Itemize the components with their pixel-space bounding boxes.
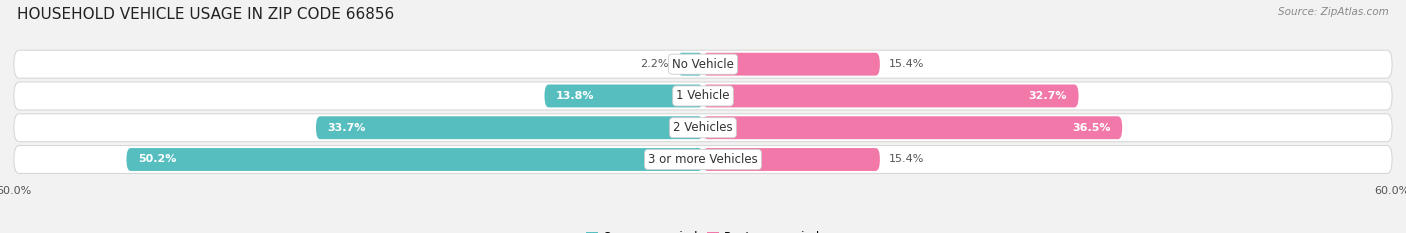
- FancyBboxPatch shape: [703, 148, 880, 171]
- FancyBboxPatch shape: [14, 82, 1392, 110]
- FancyBboxPatch shape: [544, 85, 703, 107]
- Text: 1 Vehicle: 1 Vehicle: [676, 89, 730, 103]
- Text: 13.8%: 13.8%: [555, 91, 595, 101]
- FancyBboxPatch shape: [678, 53, 703, 76]
- Text: HOUSEHOLD VEHICLE USAGE IN ZIP CODE 66856: HOUSEHOLD VEHICLE USAGE IN ZIP CODE 6685…: [17, 7, 394, 22]
- Text: Source: ZipAtlas.com: Source: ZipAtlas.com: [1278, 7, 1389, 17]
- FancyBboxPatch shape: [14, 50, 1392, 78]
- Text: 2.2%: 2.2%: [640, 59, 668, 69]
- FancyBboxPatch shape: [14, 146, 1392, 174]
- Text: 50.2%: 50.2%: [138, 154, 176, 164]
- FancyBboxPatch shape: [14, 114, 1392, 142]
- FancyBboxPatch shape: [703, 85, 1078, 107]
- FancyBboxPatch shape: [127, 148, 703, 171]
- Text: 15.4%: 15.4%: [889, 154, 924, 164]
- FancyBboxPatch shape: [316, 116, 703, 139]
- FancyBboxPatch shape: [703, 53, 880, 76]
- Text: 33.7%: 33.7%: [328, 123, 366, 133]
- Text: 3 or more Vehicles: 3 or more Vehicles: [648, 153, 758, 166]
- Text: 15.4%: 15.4%: [889, 59, 924, 69]
- Text: No Vehicle: No Vehicle: [672, 58, 734, 71]
- Legend: Owner-occupied, Renter-occupied: Owner-occupied, Renter-occupied: [581, 226, 825, 233]
- Text: 2 Vehicles: 2 Vehicles: [673, 121, 733, 134]
- FancyBboxPatch shape: [703, 116, 1122, 139]
- Text: 36.5%: 36.5%: [1073, 123, 1111, 133]
- Text: 32.7%: 32.7%: [1029, 91, 1067, 101]
